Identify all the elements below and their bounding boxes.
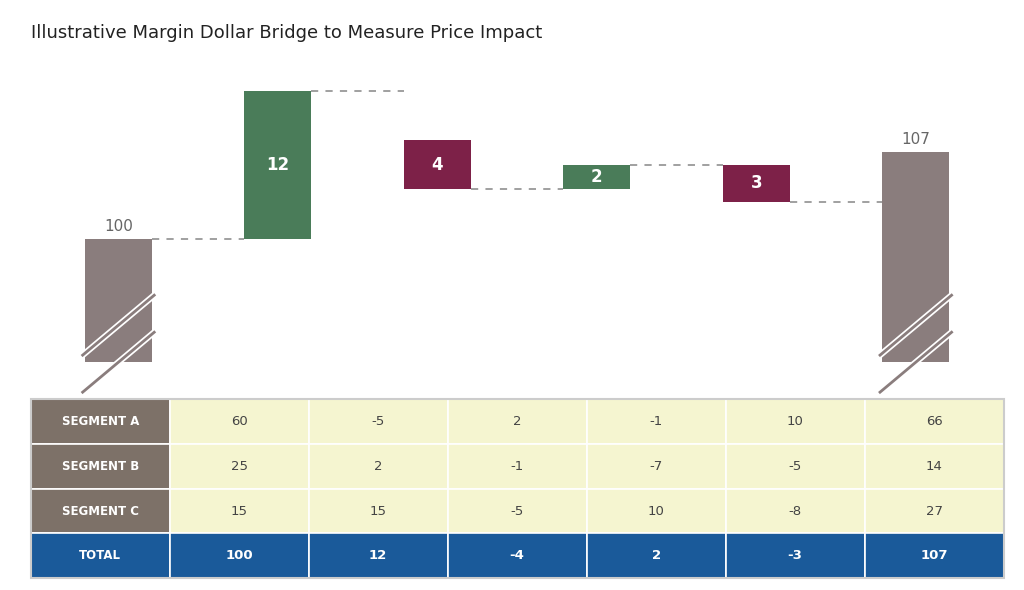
FancyBboxPatch shape: [308, 444, 447, 489]
Text: 66: 66: [926, 415, 942, 428]
FancyBboxPatch shape: [726, 533, 864, 578]
Text: 100: 100: [104, 219, 133, 234]
Text: SEGMENT A: SEGMENT A: [61, 415, 139, 428]
Text: 4: 4: [431, 156, 443, 173]
Text: 15: 15: [230, 504, 248, 517]
Text: 10: 10: [786, 415, 804, 428]
Text: 107: 107: [901, 132, 930, 148]
FancyBboxPatch shape: [447, 444, 587, 489]
FancyBboxPatch shape: [726, 444, 864, 489]
Bar: [245, 91, 311, 239]
Text: 2: 2: [591, 168, 603, 186]
Text: Mix
Impact: Mix Impact: [415, 405, 461, 434]
Text: 100: 100: [225, 549, 253, 562]
Text: Cost
Impact: Cost Impact: [573, 405, 620, 434]
FancyBboxPatch shape: [726, 399, 864, 444]
FancyBboxPatch shape: [31, 533, 170, 578]
Text: 3: 3: [751, 174, 762, 192]
Text: SEGMENT B: SEGMENT B: [61, 460, 139, 473]
FancyBboxPatch shape: [447, 399, 587, 444]
FancyBboxPatch shape: [308, 533, 447, 578]
Text: 12: 12: [369, 549, 387, 562]
FancyBboxPatch shape: [170, 533, 308, 578]
Bar: [85, 239, 152, 362]
Text: 12: 12: [266, 156, 290, 173]
FancyBboxPatch shape: [864, 489, 1004, 533]
Bar: [563, 165, 631, 189]
FancyBboxPatch shape: [587, 533, 726, 578]
Text: 60: 60: [230, 415, 248, 428]
Bar: [883, 152, 949, 362]
Text: Price
Impact: Price Impact: [733, 405, 779, 434]
Text: -1: -1: [511, 460, 523, 473]
FancyBboxPatch shape: [864, 444, 1004, 489]
Text: -8: -8: [788, 504, 802, 517]
Text: 2: 2: [374, 460, 382, 473]
Text: Current
Margin: Current Margin: [891, 405, 941, 434]
FancyBboxPatch shape: [308, 489, 447, 533]
Text: 10: 10: [647, 504, 665, 517]
Text: 15: 15: [370, 504, 387, 517]
FancyBboxPatch shape: [447, 533, 587, 578]
FancyBboxPatch shape: [170, 399, 308, 444]
Text: Prior
Margin: Prior Margin: [95, 405, 141, 434]
FancyBboxPatch shape: [31, 444, 170, 489]
Text: -1: -1: [649, 415, 663, 428]
FancyBboxPatch shape: [31, 489, 170, 533]
Bar: [403, 140, 471, 189]
Text: -4: -4: [510, 549, 524, 562]
FancyBboxPatch shape: [587, 489, 726, 533]
Text: Illustrative Margin Dollar Bridge to Measure Price Impact: Illustrative Margin Dollar Bridge to Mea…: [31, 24, 542, 42]
FancyBboxPatch shape: [726, 489, 864, 533]
Text: -5: -5: [511, 504, 523, 517]
FancyBboxPatch shape: [170, 489, 308, 533]
FancyBboxPatch shape: [447, 489, 587, 533]
Text: 2: 2: [651, 549, 660, 562]
FancyBboxPatch shape: [308, 399, 447, 444]
FancyBboxPatch shape: [587, 399, 726, 444]
Text: 107: 107: [921, 549, 948, 562]
Text: 27: 27: [926, 504, 942, 517]
Text: 14: 14: [926, 460, 942, 473]
FancyBboxPatch shape: [864, 399, 1004, 444]
Text: -3: -3: [787, 549, 803, 562]
Text: Volume
Impact: Volume Impact: [253, 405, 303, 434]
Bar: [723, 165, 790, 202]
Text: SEGMENT C: SEGMENT C: [61, 504, 138, 517]
FancyBboxPatch shape: [864, 533, 1004, 578]
FancyBboxPatch shape: [587, 444, 726, 489]
Text: 2: 2: [513, 415, 521, 428]
Text: -5: -5: [372, 415, 385, 428]
Text: -5: -5: [788, 460, 802, 473]
Text: TOTAL: TOTAL: [79, 549, 121, 562]
FancyBboxPatch shape: [170, 444, 308, 489]
FancyBboxPatch shape: [31, 399, 170, 444]
Text: -7: -7: [649, 460, 663, 473]
Text: 25: 25: [230, 460, 248, 473]
